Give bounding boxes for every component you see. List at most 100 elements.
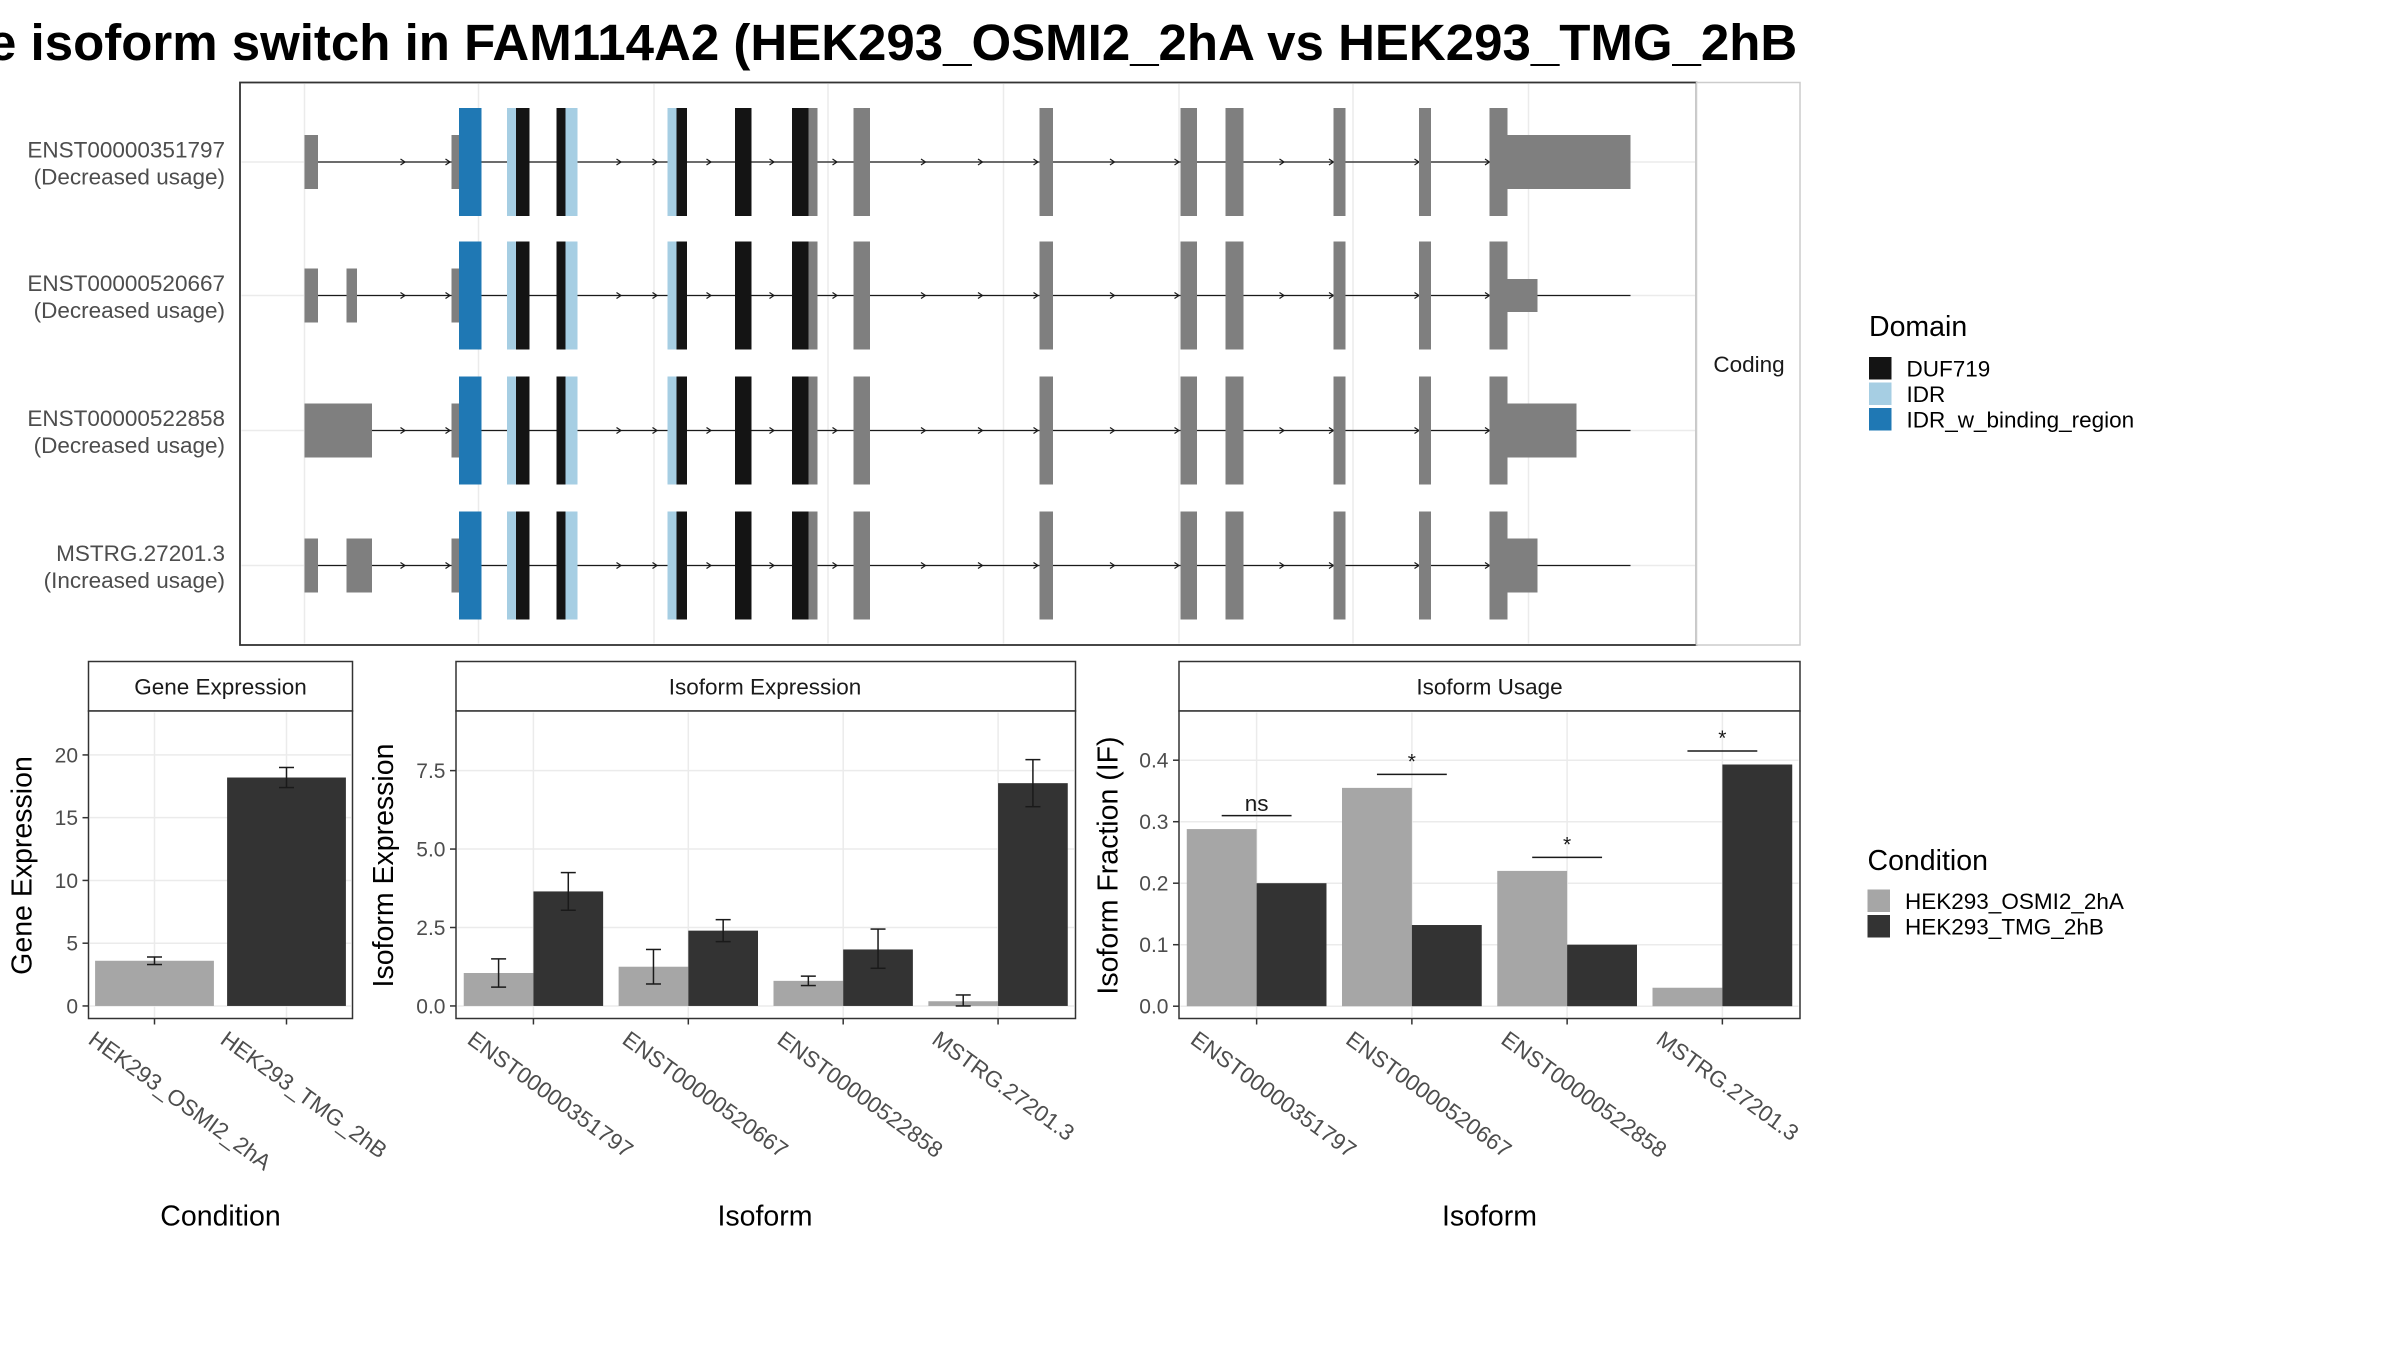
strand-arrow	[652, 158, 659, 166]
panel-title: Isoform Expression	[669, 675, 862, 700]
exon	[1507, 135, 1631, 189]
exon	[853, 376, 870, 485]
exon	[556, 511, 566, 620]
x-tick-label: ENST00000351797	[1186, 1026, 1361, 1162]
strand-arrow	[1279, 292, 1286, 299]
bar	[998, 783, 1068, 1006]
exon	[459, 376, 482, 485]
exon	[1225, 241, 1244, 350]
strand-arrow	[1033, 427, 1040, 434]
y-tick-label: 0.0	[1139, 996, 1168, 1019]
isoform-switch-figure: e isoform switch in FAM114A2 (HEK293_OSM…	[0, 14, 2134, 1233]
strand-arrow	[400, 292, 407, 299]
strand-arrow	[920, 427, 927, 434]
isoform-label: ENST00000351797	[27, 138, 225, 163]
y-axis-label: Gene Expression	[6, 756, 38, 975]
y-tick-label: 20	[55, 744, 78, 767]
strand-arrow	[1109, 292, 1116, 299]
y-axis-label: Isoform Expression	[368, 744, 400, 988]
y-tick-label: 0.2	[1139, 873, 1168, 896]
exon	[1333, 511, 1346, 620]
strand-arrow	[706, 292, 713, 299]
legend-key-cond2	[1867, 915, 1890, 938]
legend-label-idr: IDR	[1907, 382, 1946, 407]
exon	[451, 538, 459, 593]
exon	[667, 108, 677, 216]
exon	[792, 241, 809, 350]
y-tick-label: 5	[66, 933, 78, 956]
structure-plot-area	[239, 81, 1698, 646]
strand-arrow	[920, 158, 927, 166]
exon	[1333, 241, 1346, 350]
strand-arrow	[400, 158, 407, 166]
strand-arrow	[652, 292, 659, 299]
exon	[556, 108, 566, 216]
exon	[459, 511, 482, 620]
y-axis: 0 5 10 15 20	[55, 744, 89, 1018]
exon	[1039, 241, 1053, 350]
isoform-usage-note: (Decreased usage)	[34, 298, 225, 323]
strand-arrow	[1033, 158, 1040, 166]
x-tick-label: ENST00000520667	[1341, 1026, 1516, 1162]
exon	[1419, 511, 1431, 620]
strand-arrow	[920, 562, 927, 569]
isoform-usage-note: (Decreased usage)	[34, 165, 225, 190]
strand-arrow	[1174, 158, 1181, 166]
strand-arrow	[1174, 427, 1181, 434]
significance-label: *	[1408, 750, 1416, 773]
exon	[1489, 376, 1508, 485]
legend-key-idr-binding	[1869, 408, 1892, 431]
exon	[516, 376, 530, 485]
exon	[304, 268, 318, 323]
bar	[688, 930, 759, 1006]
strand-arrow	[445, 292, 452, 299]
isoform-usage-note: (Decreased usage)	[34, 433, 225, 458]
legend-label-cond1: HEK293_OSMI2_2hA	[1905, 889, 2124, 914]
exon	[1180, 108, 1197, 216]
isoform-usage-panel: Isoform Usage ns * * * 0.0 0.1 0.2 0.3 0.4 ENST…	[1093, 660, 1803, 1233]
strand-arrow	[1279, 562, 1286, 569]
strand-arrow	[1033, 562, 1040, 569]
strand-arrow	[920, 292, 927, 299]
y-axis: 0.0 2.5 5.0 7.5	[416, 760, 456, 1018]
isoform-expression-panel: Isoform Expression 0.0 2.5 5.0 7.5 ENST0000…	[368, 660, 1079, 1233]
strand-arrow	[977, 158, 984, 166]
exon	[556, 241, 566, 350]
exon	[556, 376, 566, 485]
exon	[1507, 538, 1538, 593]
bar	[1186, 829, 1257, 1007]
exon	[1225, 376, 1244, 485]
strand-arrow	[1109, 427, 1116, 434]
y-tick-label: 15	[55, 807, 78, 830]
exon	[792, 376, 809, 485]
exon	[304, 403, 372, 458]
y-axis-label: Isoform Fraction (IF)	[1093, 736, 1125, 994]
exon	[507, 108, 516, 216]
exon	[346, 268, 357, 323]
coding-strip	[1695, 81, 1801, 646]
x-axis: ENST00000351797ENST00000520667ENST000005…	[463, 1018, 1079, 1163]
exon	[735, 376, 752, 485]
domain-legend: Domain DUF719 IDR IDR_w_binding_region	[1869, 311, 2134, 433]
exon	[808, 108, 818, 216]
y-tick-label: 0.3	[1139, 811, 1168, 834]
exon	[1039, 108, 1053, 216]
strand-arrow	[977, 427, 984, 434]
strand-arrow	[769, 562, 776, 569]
strand-arrow	[706, 562, 713, 569]
exon	[853, 108, 870, 216]
bar	[1411, 925, 1482, 1007]
exon	[451, 268, 459, 323]
strand-arrow	[769, 427, 776, 434]
strand-arrow	[832, 562, 839, 569]
exon	[1180, 511, 1197, 620]
exon	[792, 108, 809, 216]
y-tick-label: 0	[66, 995, 78, 1018]
y-tick-label: 0.0	[416, 995, 445, 1018]
exon	[735, 511, 752, 620]
legend-key-idr	[1869, 382, 1892, 405]
exon	[1489, 241, 1508, 350]
bars	[463, 758, 1068, 1007]
exon	[1489, 511, 1508, 620]
exon	[565, 241, 578, 350]
